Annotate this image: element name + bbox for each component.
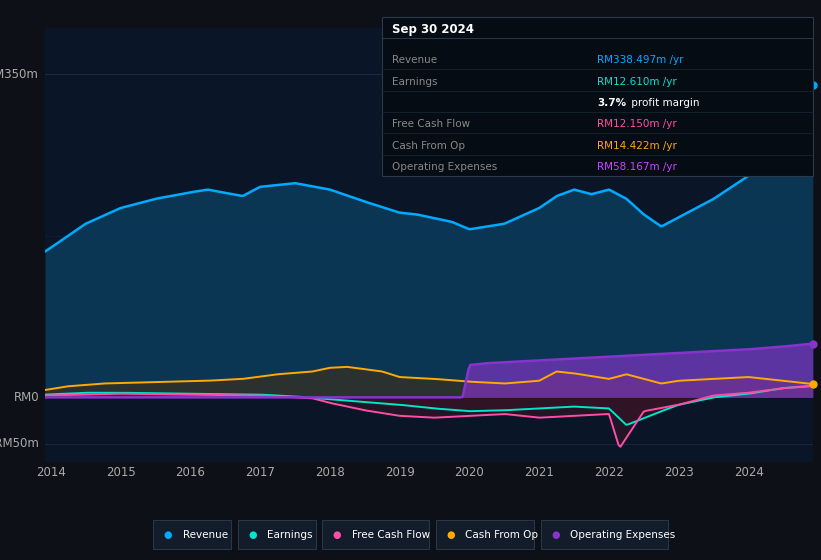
Text: Free Cash Flow: Free Cash Flow: [352, 530, 430, 540]
Text: RM0: RM0: [13, 391, 39, 404]
Text: Operating Expenses: Operating Expenses: [570, 530, 676, 540]
Text: -RM50m: -RM50m: [0, 437, 39, 450]
Text: Earnings: Earnings: [392, 77, 437, 87]
Text: Cash From Op: Cash From Op: [392, 141, 465, 151]
Text: Revenue: Revenue: [392, 55, 437, 66]
Text: Free Cash Flow: Free Cash Flow: [392, 119, 470, 129]
Text: ●: ●: [248, 530, 257, 540]
Text: RM58.167m /yr: RM58.167m /yr: [598, 162, 677, 172]
Text: RM14.422m /yr: RM14.422m /yr: [598, 141, 677, 151]
Text: profit margin: profit margin: [629, 98, 700, 108]
Text: RM12.610m /yr: RM12.610m /yr: [598, 77, 677, 87]
Text: RM350m: RM350m: [0, 68, 39, 81]
Text: RM12.150m /yr: RM12.150m /yr: [598, 119, 677, 129]
Text: Earnings: Earnings: [268, 530, 313, 540]
Text: ●: ●: [333, 530, 342, 540]
Text: ●: ●: [446, 530, 455, 540]
Text: Sep 30 2024: Sep 30 2024: [392, 22, 474, 36]
Text: Revenue: Revenue: [182, 530, 227, 540]
Text: ●: ●: [551, 530, 560, 540]
Text: RM338.497m /yr: RM338.497m /yr: [598, 55, 684, 66]
Text: 3.7%: 3.7%: [598, 98, 626, 108]
Text: Cash From Op: Cash From Op: [465, 530, 538, 540]
Text: Operating Expenses: Operating Expenses: [392, 162, 497, 172]
Text: ●: ●: [163, 530, 172, 540]
